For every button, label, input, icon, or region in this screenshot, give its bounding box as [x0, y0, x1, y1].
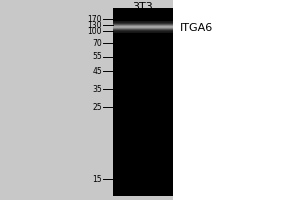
Bar — [112, 21, 172, 22]
Bar — [112, 21, 172, 22]
Bar — [112, 22, 172, 23]
Bar — [112, 24, 172, 25]
Text: 70: 70 — [92, 38, 102, 47]
Bar — [112, 26, 172, 27]
Text: 15: 15 — [92, 174, 102, 184]
Bar — [112, 28, 172, 29]
Bar — [112, 23, 172, 24]
Text: ITGA6: ITGA6 — [180, 23, 213, 33]
Bar — [112, 31, 172, 32]
Bar — [112, 23, 172, 24]
Bar — [172, 0, 300, 200]
Bar — [112, 8, 172, 196]
Text: 100: 100 — [88, 26, 102, 36]
Bar — [112, 25, 172, 26]
Bar — [112, 30, 172, 31]
Bar — [112, 27, 172, 28]
Bar — [112, 22, 172, 23]
Bar — [112, 29, 172, 30]
Text: 25: 25 — [92, 102, 102, 112]
Bar — [112, 32, 172, 33]
Bar — [112, 24, 172, 25]
Bar — [112, 31, 172, 32]
Text: 3T3: 3T3 — [132, 2, 153, 12]
Text: 170: 170 — [88, 15, 102, 23]
Bar — [112, 32, 172, 33]
Text: 45: 45 — [92, 66, 102, 75]
Text: 35: 35 — [92, 85, 102, 94]
Bar — [112, 26, 172, 27]
Bar — [112, 30, 172, 31]
Bar — [112, 29, 172, 30]
Bar — [112, 28, 172, 29]
Bar — [112, 27, 172, 28]
Text: 55: 55 — [92, 52, 102, 61]
Text: 130: 130 — [88, 21, 102, 29]
Bar — [112, 25, 172, 26]
